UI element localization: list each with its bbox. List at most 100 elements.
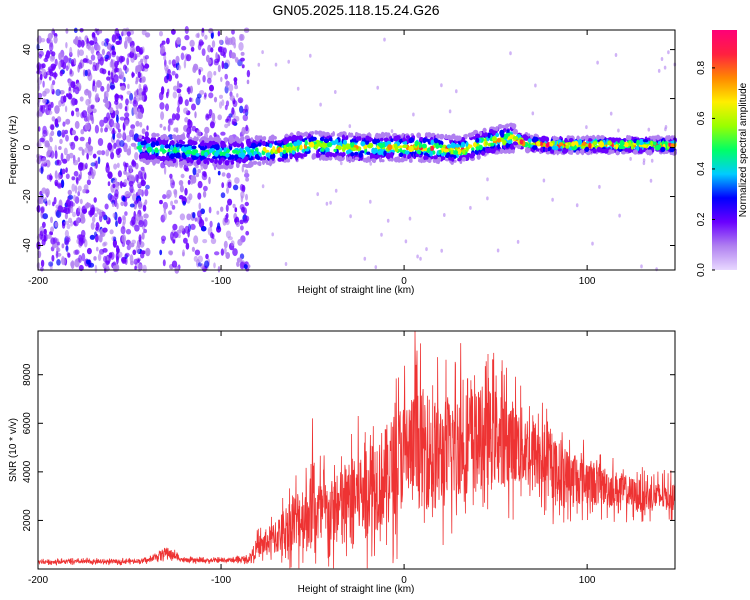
heatmap-noise-cell (166, 91, 169, 99)
heatmap-ridge-cell (286, 158, 291, 163)
heatmap-noise-cell (50, 226, 55, 233)
heatmap-noise-cell (161, 40, 166, 45)
heatmap-ridge-cell (318, 131, 322, 137)
heatmap-ridge-cell (457, 148, 462, 155)
heatmap-ridge-cell (354, 151, 359, 156)
heatmap-ridge-cell (627, 147, 633, 153)
heatmap-ridge-cell (440, 152, 445, 157)
heatmap-ridge-cell (509, 143, 514, 150)
heatmap-noise-cell (227, 120, 231, 127)
heatmap-noise-cell (196, 129, 202, 139)
heatmap-noise-cell (106, 112, 111, 121)
heatmap-noise-cell (496, 248, 500, 253)
heatmap-noise-cell (173, 231, 179, 239)
heatmap-noise-cell (202, 239, 208, 244)
heatmap-ridge-cell (139, 144, 142, 151)
heatmap-ridge-cell (621, 150, 626, 155)
heatmap-noise-cell (448, 109, 452, 114)
heatmap-noise-cell (49, 42, 54, 52)
colorbar-ticks: 0.0 0.2 0.4 0.6 0.8 (696, 61, 715, 277)
heatmap-noise-cell (334, 90, 337, 94)
heatmap-ridge-cell (473, 142, 477, 148)
heatmap-noise-cell (227, 181, 232, 189)
heatmap-noise-cell (129, 254, 134, 263)
heatmap-noise-cell (210, 237, 217, 245)
heatmap-noise-cell (53, 35, 58, 44)
heatmap-ridge-cell (291, 150, 296, 155)
heatmap-noise-cell (207, 77, 212, 84)
heatmap-ridge-cell (319, 136, 325, 142)
heatmap-noise-cell (62, 121, 66, 127)
heatmap-noise-cell (132, 99, 138, 108)
heatmap-noise-cell (115, 148, 121, 156)
heatmap-noise-cell (221, 60, 225, 70)
heatmap-ridge-cell (385, 152, 391, 159)
heatmap-ridge-cell (259, 156, 263, 161)
heatmap-noise-cell (185, 242, 190, 250)
heatmap-noise-cell (116, 248, 121, 253)
heatmap-noise-cell (175, 127, 179, 133)
heatmap-noise-cell (124, 211, 128, 216)
heatmap-noise-cell (180, 173, 185, 179)
heatmap-ridge-cell (426, 138, 430, 142)
heatmap-noise-cell (66, 223, 71, 230)
heatmap-noise-cell (125, 98, 129, 106)
heatmap-ridge-cell (343, 139, 347, 145)
heatmap-ridge-cell (224, 138, 228, 143)
x-tick-label: -200 (28, 575, 48, 586)
heatmap-noise-cell (136, 181, 142, 188)
heatmap-ridge-cell (326, 142, 333, 148)
heatmap-noise-cell (144, 63, 150, 69)
heatmap-ridge-cell (579, 149, 585, 155)
heatmap-noise-cell (176, 80, 180, 89)
heatmap-ridge-cell (651, 147, 655, 153)
heatmap-noise-cell (64, 105, 68, 113)
heatmap-noise-cell (126, 57, 130, 66)
heatmap-noise-cell (55, 89, 61, 96)
heatmap-noise-cell (188, 193, 193, 201)
heatmap-noise-cell (69, 46, 73, 56)
heatmap-noise-cell (135, 244, 141, 254)
heatmap-noise-cell (40, 259, 45, 268)
heatmap-noise-cell (119, 116, 125, 121)
heatmap-noise-cell (90, 104, 95, 109)
heatmap-noise-cell (82, 208, 87, 214)
heatmap-noise-cell (197, 262, 202, 267)
heatmap-ridge-cell (414, 141, 419, 145)
heatmap-ridge-cell (632, 149, 639, 155)
heatmap-noise-cell (284, 262, 288, 266)
heatmap-noise-cell (516, 239, 520, 244)
heatmap-noise-cell (94, 264, 98, 274)
heatmap-ridge-cell (355, 132, 359, 136)
heatmap-noise-cell (261, 184, 265, 189)
heatmap-noise-cell (214, 251, 220, 256)
heatmap-noise-cell (170, 200, 174, 207)
heatmap-noise-cell (596, 60, 599, 65)
heatmap-ridge-cell (451, 157, 455, 162)
heatmap-noise-cell (316, 192, 320, 197)
heatmap-ridge-cell (598, 141, 605, 148)
heatmap-ridge-cell (449, 136, 453, 141)
x-tick-label: 100 (579, 575, 596, 586)
heatmap-ridge-cell (366, 151, 371, 155)
heatmap-noise-cell (45, 71, 52, 76)
heatmap-ridge-cell (228, 164, 234, 170)
heatmap-noise-cell (82, 58, 88, 63)
heatmap-noise-cell (92, 82, 95, 92)
heatmap-ridge-cell (155, 140, 159, 146)
heatmap-noise-cell (134, 152, 139, 161)
heatmap-ridge-cell (669, 146, 675, 153)
heatmap-ridge-cell (299, 144, 303, 151)
heatmap-noise-cell (78, 237, 84, 247)
heatmap-ridge-cell (475, 137, 480, 143)
heatmap-noise-cell (376, 85, 380, 90)
heatmap-noise-cell (88, 59, 93, 65)
heatmap-noise-cell (237, 97, 244, 104)
heatmap-ridge-cell (236, 158, 242, 164)
heatmap-noise-cell (67, 253, 71, 258)
heatmap-noise-cell (63, 55, 69, 64)
heatmap-noise-cell (71, 110, 75, 117)
heatmap-ridge-cell (142, 158, 147, 164)
heatmap-noise-cell (71, 183, 76, 192)
